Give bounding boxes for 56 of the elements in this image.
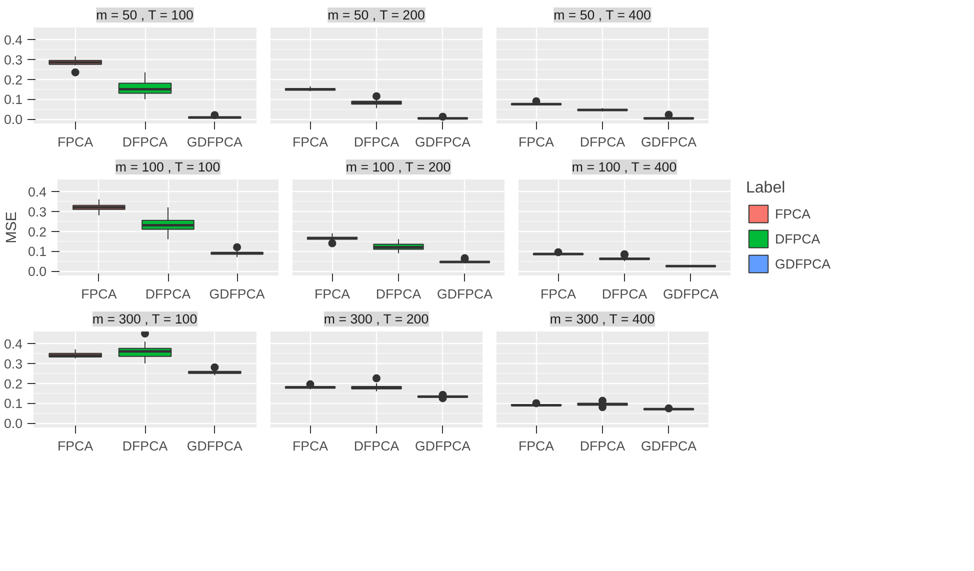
y-tick-label: 0.2 bbox=[4, 72, 23, 88]
x-tick-label: FPCA bbox=[81, 286, 117, 302]
x-tick-label: DFPCA bbox=[376, 286, 422, 302]
chart-title: m = 300 , T = 400 bbox=[550, 312, 655, 326]
y-tick-label: 0.4 bbox=[4, 336, 24, 352]
legend-title: Label bbox=[746, 180, 786, 198]
x-tick-label: DFPCA bbox=[354, 134, 400, 150]
chart-title: m = 50 , T = 100 bbox=[96, 8, 194, 22]
x-tick-label: FPCA bbox=[518, 134, 554, 150]
x-tick-label: DFPCA bbox=[602, 286, 648, 302]
y-tick-label: 0.3 bbox=[28, 204, 47, 220]
y-tick-label: 0.1 bbox=[28, 244, 47, 260]
x-tick-label: DFPCA bbox=[354, 438, 400, 454]
y-tick-label: 0.3 bbox=[4, 52, 23, 68]
legend-label: GDFPCA bbox=[775, 256, 831, 271]
x-tick-label: GDFPCA bbox=[640, 134, 697, 150]
y-tick-label: 0.0 bbox=[4, 416, 23, 432]
y-tick-label: 0.0 bbox=[28, 264, 47, 280]
x-tick-label: GDFPCA bbox=[209, 286, 265, 302]
legend-label: DFPCA bbox=[775, 231, 820, 246]
chart-title: m = 50 , T = 400 bbox=[554, 8, 651, 22]
y-axis-title: MSE bbox=[4, 211, 20, 244]
x-tick-label: FPCA bbox=[292, 134, 328, 150]
x-tick-label: DFPCA bbox=[122, 134, 168, 150]
x-tick-label: GDFPCA bbox=[436, 286, 493, 302]
y-tick-label: 0.1 bbox=[4, 92, 23, 108]
x-tick-label: GDFPCA bbox=[640, 438, 697, 454]
y-tick-label: 0.0 bbox=[4, 112, 23, 128]
y-tick-label: 0.2 bbox=[4, 376, 23, 392]
x-tick-label: GDFPCA bbox=[414, 438, 471, 454]
x-tick-label: DFPCA bbox=[145, 286, 191, 302]
chart-title: m = 300 , T = 100 bbox=[92, 312, 198, 326]
y-tick-label: 0.2 bbox=[28, 224, 47, 240]
x-tick-label: FPCA bbox=[314, 286, 350, 302]
x-tick-label: DFPCA bbox=[580, 438, 626, 454]
x-tick-label: FPCA bbox=[292, 438, 328, 454]
chart-title: m = 100 , T = 100 bbox=[115, 160, 220, 174]
chart-title: m = 300 , T = 200 bbox=[324, 312, 429, 326]
y-tick-label: 0.4 bbox=[28, 184, 48, 200]
legend-label: FPCA bbox=[775, 206, 811, 221]
x-tick-label: FPCA bbox=[58, 438, 94, 454]
x-tick-label: DFPCA bbox=[580, 134, 626, 150]
x-tick-label: FPCA bbox=[58, 134, 94, 150]
x-tick-label: GDFPCA bbox=[662, 286, 719, 302]
chart-title: m = 100 , T = 400 bbox=[572, 160, 677, 174]
y-tick-label: 0.4 bbox=[4, 32, 24, 48]
y-tick-label: 0.3 bbox=[4, 356, 23, 372]
x-tick-label: DFPCA bbox=[122, 438, 168, 454]
x-tick-label: FPCA bbox=[518, 438, 554, 454]
x-tick-label: FPCA bbox=[540, 286, 576, 302]
x-tick-label: GDFPCA bbox=[414, 134, 471, 150]
x-tick-label: GDFPCA bbox=[186, 134, 243, 150]
y-tick-label: 0.1 bbox=[4, 396, 23, 412]
chart-title: m = 100 , T = 200 bbox=[346, 160, 451, 174]
x-tick-label: GDFPCA bbox=[186, 438, 243, 454]
chart-title: m = 50 , T = 200 bbox=[328, 8, 425, 22]
